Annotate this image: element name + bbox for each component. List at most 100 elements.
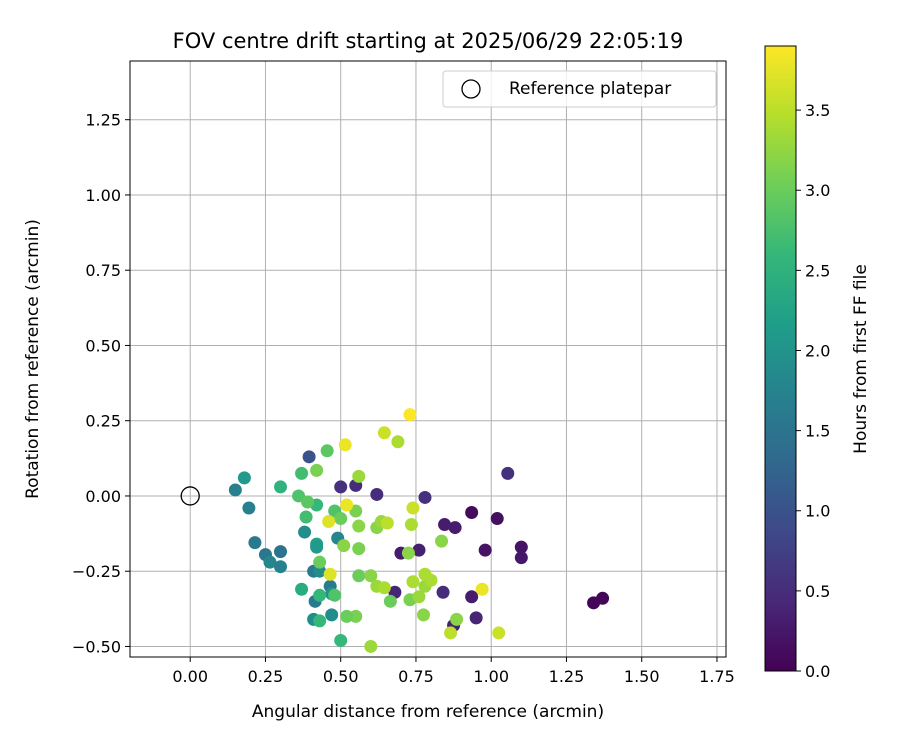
data-point-4	[478, 543, 492, 557]
data-point-8	[448, 521, 462, 535]
data-point-51	[328, 588, 342, 602]
data-point-49	[313, 614, 327, 628]
data-point-75	[401, 546, 415, 560]
data-point-71	[380, 516, 394, 530]
data-point-14	[436, 585, 450, 599]
y-tick-label-6: 1.00	[85, 186, 121, 205]
y-tick-label-7: 1.25	[85, 111, 121, 130]
data-point-89	[492, 626, 506, 640]
data-point-59	[349, 609, 363, 623]
data-point-90	[322, 515, 336, 529]
data-point-11	[465, 590, 479, 604]
y-tick-label-0: −0.50	[72, 637, 121, 656]
x-tick-label-1: 0.25	[248, 667, 284, 686]
chart-title: FOV centre drift starting at 2025/06/29 …	[173, 29, 684, 53]
data-point-80	[412, 590, 426, 604]
data-point-77	[404, 518, 418, 532]
x-tick-label-7: 1.75	[699, 667, 735, 686]
data-point-47	[299, 510, 313, 524]
data-point-18	[370, 487, 384, 501]
y-axis-ticks: −0.50 −0.25 0.00 0.25 0.50 0.75 1.00 1.25	[72, 111, 130, 656]
data-point-70	[377, 581, 391, 595]
data-point-50	[334, 633, 348, 647]
data-point-12	[469, 611, 483, 625]
x-tick-label-2: 0.50	[323, 667, 359, 686]
scatter-points	[228, 408, 610, 653]
data-point-94	[403, 408, 417, 422]
data-point-2	[465, 506, 479, 520]
colorbar-gradient	[764, 45, 797, 672]
data-point-56	[334, 512, 348, 526]
colorbar: 0.0 0.5 1.0 1.5 2.0 2.5 3.0 3.5 Hours from firs…	[764, 45, 871, 681]
y-tick-label-3: 0.25	[85, 412, 121, 431]
data-point-27	[263, 555, 277, 569]
data-point-21	[302, 450, 316, 464]
data-point-58	[337, 539, 351, 553]
colorbar-ticks: 0.0 0.5 1.0 1.5 2.0 2.5 3.0 3.5	[796, 101, 830, 681]
data-point-84	[424, 573, 438, 587]
data-point-30	[274, 480, 288, 494]
data-point-62	[352, 542, 366, 556]
legend: Reference platepar	[442, 70, 717, 108]
data-point-7	[438, 518, 452, 532]
y-tick-label-2: 0.00	[85, 487, 121, 506]
data-point-93	[323, 567, 337, 581]
x-tick-label-5: 1.25	[549, 667, 585, 686]
y-axis-label: Rotation from reference (arcmin)	[23, 219, 43, 499]
data-point-72	[383, 594, 397, 608]
reference-platepar-marker	[180, 486, 200, 506]
data-point-78	[406, 501, 420, 515]
y-tick-label-4: 0.50	[85, 336, 121, 355]
data-point-81	[416, 608, 430, 622]
colorbar-tick-label-0: 0.0	[805, 662, 830, 681]
data-point-92	[338, 438, 352, 452]
x-tick-label-6: 1.50	[624, 667, 660, 686]
data-point-73	[391, 435, 405, 449]
legend-box	[442, 70, 717, 108]
data-point-87	[450, 612, 464, 626]
colorbar-tick-label-4: 2.0	[805, 341, 830, 360]
data-point-64	[352, 469, 366, 483]
data-point-3	[490, 512, 504, 526]
legend-entry-reference: Reference platepar	[509, 79, 671, 99]
data-point-6	[514, 551, 528, 565]
colorbar-tick-label-5: 2.5	[805, 261, 830, 280]
data-point-24	[242, 501, 256, 515]
data-point-63	[352, 569, 366, 583]
data-point-88	[475, 582, 489, 596]
data-point-16	[501, 466, 515, 480]
data-point-10	[412, 543, 426, 557]
data-point-60	[340, 609, 354, 623]
x-tick-label-4: 1.00	[473, 667, 509, 686]
colorbar-tick-label-1: 0.5	[805, 582, 830, 601]
x-axis-label: Angular distance from reference (arcmin)	[252, 702, 604, 722]
colorbar-tick-label-2: 1.0	[805, 502, 830, 521]
data-point-65	[364, 569, 378, 583]
data-point-31	[298, 525, 312, 539]
data-point-37	[325, 608, 339, 622]
data-point-79	[406, 575, 420, 589]
plot-frame	[129, 60, 727, 658]
data-point-40	[310, 540, 324, 554]
y-tick-label-5: 0.75	[85, 261, 121, 280]
data-point-35	[313, 564, 327, 578]
data-point-74	[377, 426, 391, 440]
x-tick-label-3: 0.75	[398, 667, 434, 686]
data-point-20	[334, 480, 348, 494]
data-point-5	[514, 540, 528, 554]
y-tick-label-1: −0.25	[72, 562, 121, 581]
x-tick-label-0: 0.00	[172, 667, 208, 686]
data-point-17	[418, 490, 432, 504]
data-point-52	[320, 444, 334, 458]
data-point-66	[364, 639, 378, 653]
colorbar-tick-label-7: 3.5	[805, 101, 830, 120]
colorbar-tick-label-6: 3.0	[805, 181, 830, 200]
data-point-91	[340, 498, 354, 512]
data-point-28	[274, 545, 288, 559]
grid-lines	[130, 61, 726, 657]
data-point-42	[295, 582, 309, 596]
data-point-45	[295, 466, 309, 480]
x-axis-ticks: 0.00 0.25 0.50 0.75 1.00 1.25 1.50 1.75	[172, 657, 735, 686]
